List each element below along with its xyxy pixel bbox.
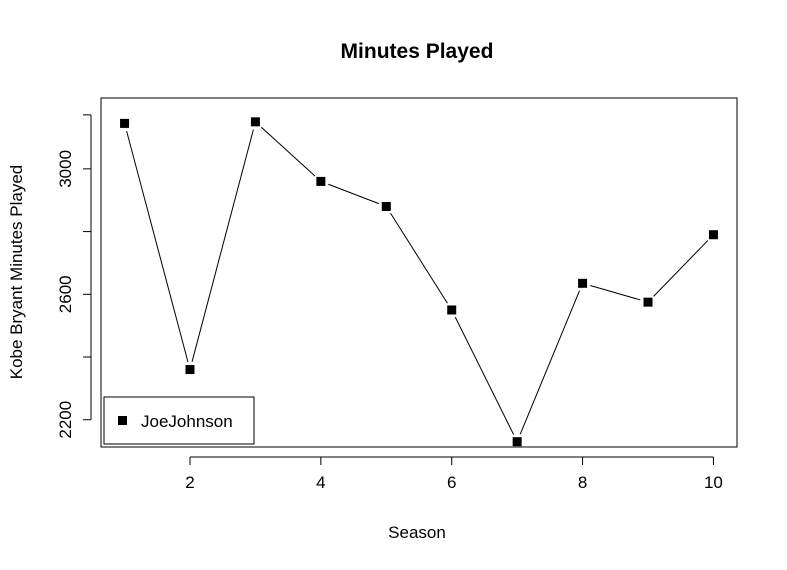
x-axis: 2 4 6 8 10 <box>185 456 723 492</box>
data-point <box>447 305 457 315</box>
y-tick-label: 3000 <box>56 150 75 188</box>
legend-marker-square-icon <box>118 416 127 425</box>
data-point <box>578 278 588 288</box>
legend: JoeJohnson <box>103 396 255 445</box>
series-line-segment <box>590 285 641 301</box>
data-point <box>185 365 195 375</box>
data-point <box>250 117 260 127</box>
legend-label: JoeJohnson <box>141 412 233 431</box>
x-tick-label: 6 <box>447 473 456 492</box>
series-line-segment <box>390 212 448 304</box>
series-line-segment <box>519 290 580 435</box>
series-line-segment <box>328 183 379 205</box>
x-axis-label: Season <box>388 523 446 542</box>
data-point <box>120 118 130 128</box>
y-axis: 2200 2600 3000 <box>56 114 92 439</box>
series-line-segment <box>126 131 189 362</box>
series-line-segment <box>653 240 709 297</box>
series-JoeJohnson <box>120 117 718 447</box>
series-line-segment <box>191 129 254 362</box>
chart-title: Minutes Played <box>341 40 494 63</box>
y-tick-label: 2600 <box>56 275 75 313</box>
legend-box <box>103 396 255 445</box>
data-point <box>708 230 718 240</box>
series-layer <box>120 117 718 447</box>
data-point <box>643 297 653 307</box>
x-tick-label: 8 <box>578 473 587 492</box>
series-line-segment <box>454 316 515 435</box>
data-point <box>381 201 391 211</box>
x-tick-label: 4 <box>316 473 325 492</box>
plot-area-frame <box>100 97 738 448</box>
y-tick-label: 2200 <box>56 401 75 439</box>
data-point <box>512 437 522 447</box>
x-tick-label: 2 <box>185 473 194 492</box>
data-point <box>316 176 326 186</box>
x-tick-label: 10 <box>704 473 723 492</box>
y-axis-label: Kobe Bryant Minutes Played <box>7 165 26 380</box>
series-line-segment <box>260 126 316 177</box>
